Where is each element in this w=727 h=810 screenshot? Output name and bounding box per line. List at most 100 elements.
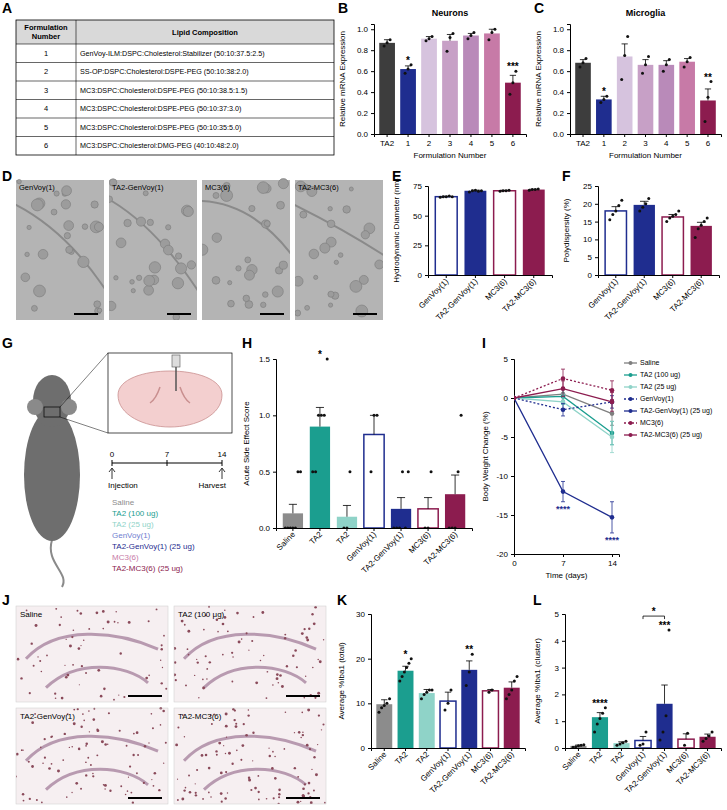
data-point xyxy=(457,470,460,473)
tick-label: Saline xyxy=(366,750,388,772)
tick-mark xyxy=(371,113,374,114)
marker xyxy=(610,400,615,405)
tick-label: TA2 xyxy=(308,530,325,547)
data-point xyxy=(311,470,314,473)
error-bar xyxy=(610,393,614,412)
tick: TA2-MC3(6) xyxy=(501,275,538,314)
stain-dot xyxy=(183,789,185,791)
stain-dot xyxy=(310,801,313,804)
legend-entry: TA2-MC3(6) (25 ug) xyxy=(624,431,702,439)
stain-dot xyxy=(294,649,297,652)
error-bar xyxy=(640,736,646,740)
micrograph: TA2-MC3(6) xyxy=(287,180,393,322)
tick-label: 0.4 xyxy=(357,88,369,97)
syringe-barrel xyxy=(172,355,180,367)
stain-dot xyxy=(72,664,74,666)
stain-dot xyxy=(96,611,99,614)
particle xyxy=(147,219,153,225)
tick: MC3(6) xyxy=(407,528,432,555)
legend-marker xyxy=(629,373,633,377)
tick-label: 0.6 xyxy=(357,67,369,76)
stain-dot xyxy=(161,644,163,646)
x-axis: SalineTA2TA2GenVoy(1)TA2-GenVoy(1)MC3(6)… xyxy=(560,748,721,795)
hippocampus xyxy=(26,736,158,789)
data-point xyxy=(386,41,389,44)
data-point xyxy=(668,58,671,61)
stain-dot xyxy=(160,724,162,726)
error-bar xyxy=(622,44,628,57)
hippocampus xyxy=(184,736,316,789)
panel-letter: H xyxy=(242,335,252,351)
bar xyxy=(662,217,683,275)
scale-bar xyxy=(260,313,284,315)
tick: 10 xyxy=(583,235,598,244)
tick: TA2 xyxy=(335,528,352,546)
stain-dot xyxy=(311,769,312,770)
marker xyxy=(610,411,615,416)
data-marks xyxy=(435,187,544,275)
tick-mark xyxy=(615,275,616,278)
stain-dot xyxy=(187,648,189,650)
tick-label: 0.2 xyxy=(553,109,565,118)
particle xyxy=(328,303,332,307)
stain-dot xyxy=(304,697,306,699)
stain-dot xyxy=(148,674,150,676)
tick: 5 xyxy=(685,134,690,148)
data-point xyxy=(424,527,427,529)
particle xyxy=(277,201,285,209)
histology-content xyxy=(174,708,326,804)
table-rule xyxy=(16,44,334,45)
axis-line xyxy=(371,25,375,135)
scale-bar xyxy=(74,313,98,315)
micrograph-content xyxy=(202,179,290,320)
stain-dot xyxy=(159,707,162,710)
data-point xyxy=(639,744,642,747)
tick-mark xyxy=(567,71,570,72)
tick-mark xyxy=(562,641,565,642)
data-point xyxy=(602,98,605,101)
stain-dot xyxy=(206,678,208,680)
tick: TA2 xyxy=(415,748,432,766)
panel-letter: A xyxy=(2,0,12,16)
tick-mark xyxy=(426,748,427,751)
tick-mark xyxy=(603,134,604,137)
tick-mark xyxy=(567,134,570,135)
tick: 2 xyxy=(555,690,565,699)
stain-dot xyxy=(59,624,61,626)
stain-dot xyxy=(109,790,111,792)
tick: 0.5 xyxy=(259,468,276,477)
particle xyxy=(38,249,48,259)
data-point xyxy=(474,189,477,192)
bar xyxy=(440,701,456,748)
stain-dot xyxy=(75,782,78,785)
particle xyxy=(262,220,270,228)
stain-dot xyxy=(315,773,318,776)
stain-dot xyxy=(55,608,57,610)
stain-dot xyxy=(221,801,223,803)
legend-entry: GenVoy(1) xyxy=(624,395,673,403)
stain-dot xyxy=(273,797,275,799)
particle xyxy=(305,305,310,310)
tick-mark xyxy=(567,113,570,114)
tick: 2 xyxy=(427,134,432,148)
stain-dot xyxy=(44,738,46,740)
tissue-bg xyxy=(16,708,168,804)
data-point xyxy=(430,470,433,473)
tick: TA2 xyxy=(308,528,325,546)
stain-dot xyxy=(245,734,248,737)
tick-mark xyxy=(368,748,371,749)
data-point xyxy=(674,213,677,216)
data-point xyxy=(511,81,514,84)
stain-dot xyxy=(31,721,34,724)
data-point xyxy=(668,217,671,220)
stain-dot xyxy=(225,713,228,716)
data-point xyxy=(683,744,686,747)
tick: 2 xyxy=(622,134,627,148)
data-point xyxy=(395,527,398,529)
data-point xyxy=(618,742,621,745)
data-point xyxy=(299,470,302,473)
data-point xyxy=(534,188,537,191)
tick-mark xyxy=(595,222,598,223)
tick: 75 xyxy=(413,182,428,191)
tick-mark xyxy=(469,748,470,751)
